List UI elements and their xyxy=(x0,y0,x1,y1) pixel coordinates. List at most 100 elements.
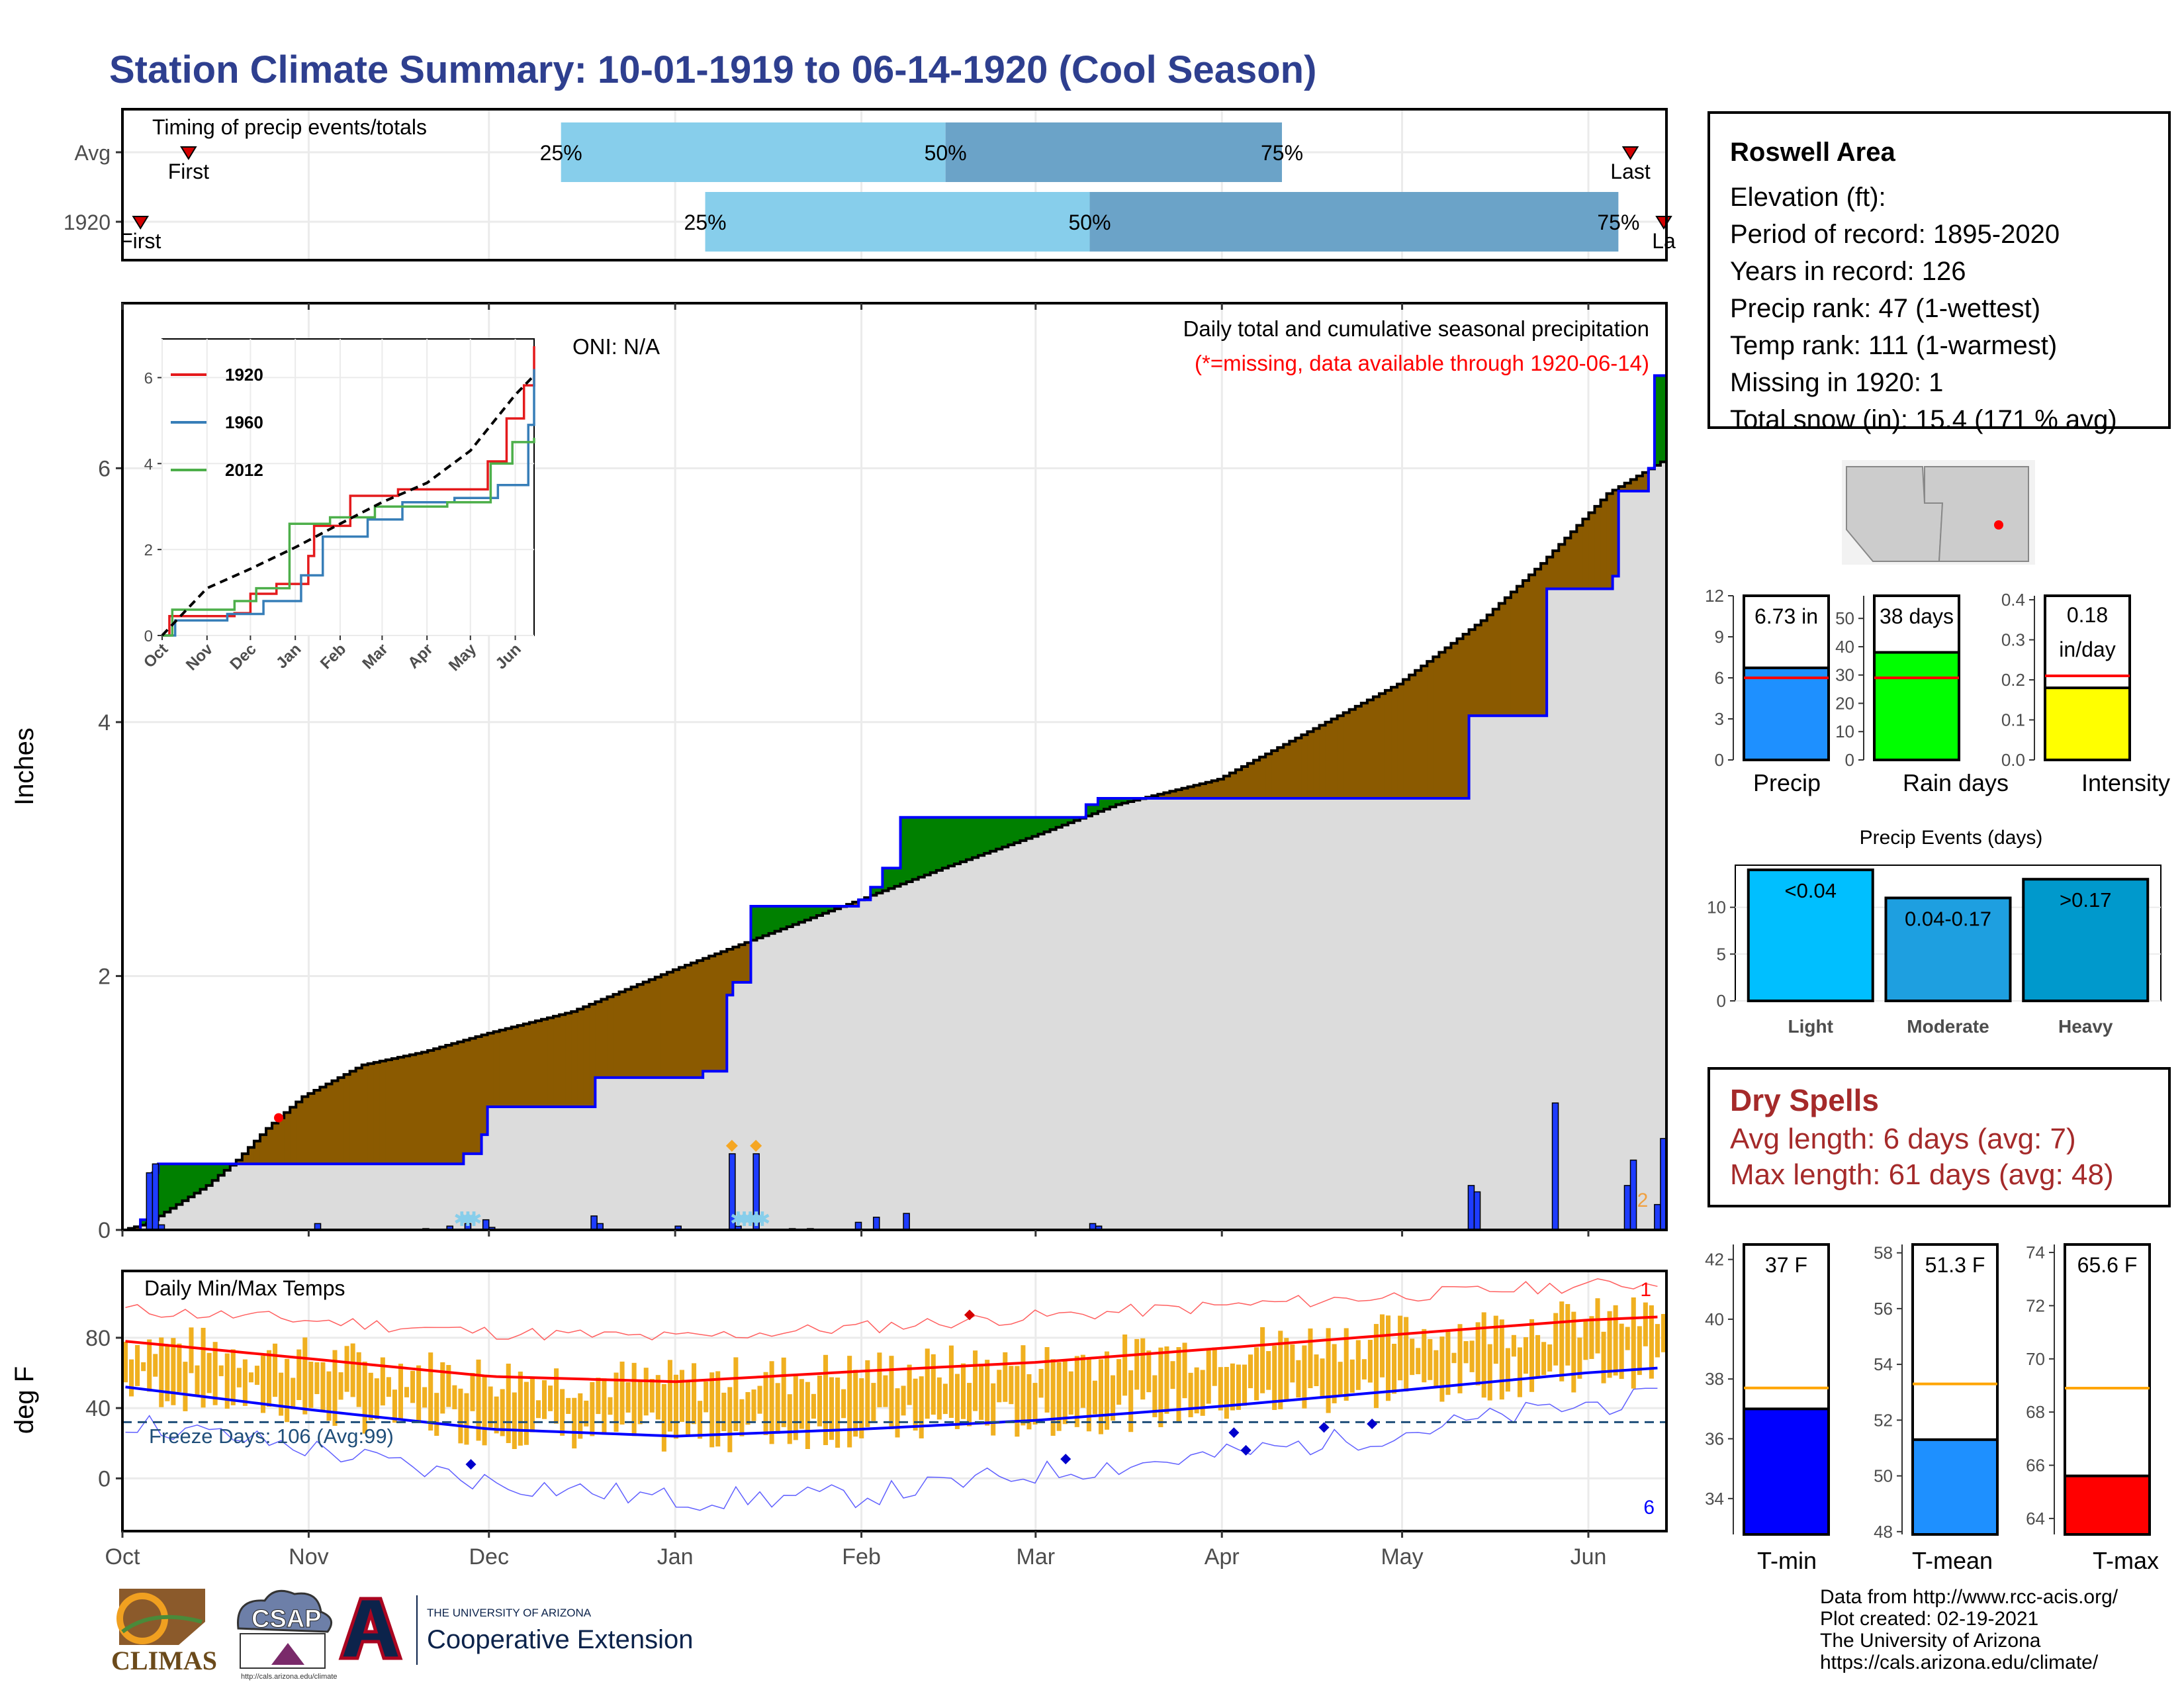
cumulative-base-fill xyxy=(230,1165,237,1230)
precip-deficit-fill xyxy=(685,965,692,1078)
daily-temp-range-bar xyxy=(344,1346,349,1392)
daily-temp-range-bar xyxy=(326,1371,332,1421)
daily-temp-range-bar xyxy=(410,1370,416,1403)
daily-temp-range-bar xyxy=(1481,1312,1486,1398)
precip-deficit-fill xyxy=(565,1013,572,1107)
cumulative-base-fill xyxy=(416,1164,422,1230)
daily-temp-range-bar xyxy=(1517,1347,1522,1397)
precip-surplus-fill xyxy=(954,817,961,865)
dry-spells-box: Dry Spells Avg length: 6 days (avg: 7) M… xyxy=(1707,1067,2171,1207)
summary-bar-tick-label: 38 xyxy=(1705,1369,1724,1389)
cumulative-base-fill xyxy=(242,1164,249,1230)
daily-temp-range-bar xyxy=(260,1355,266,1413)
cumulative-base-fill xyxy=(894,886,901,1230)
precip-deficit-fill xyxy=(595,1002,602,1078)
precip-deficit-fill xyxy=(373,1062,381,1164)
precip-deficit-fill xyxy=(1612,490,1619,577)
daily-temp-range-bar xyxy=(356,1352,361,1407)
cumulative-base-fill xyxy=(678,1077,686,1230)
precip-surplus-fill xyxy=(798,906,805,923)
precip-deficit-fill xyxy=(619,992,626,1078)
daily-temp-range-bar xyxy=(1571,1311,1576,1393)
cumulative-base-fill xyxy=(1097,811,1105,1230)
precip-deficit-fill xyxy=(1516,586,1524,716)
precip-event-bar-label: <0.04 xyxy=(1785,879,1837,902)
cumulative-base-fill xyxy=(445,1164,452,1230)
precip-deficit-fill xyxy=(523,1023,530,1107)
cumulative-base-fill xyxy=(1044,831,1051,1230)
cumulative-base-fill xyxy=(487,1106,494,1230)
cumulative-base-fill xyxy=(1289,798,1296,1230)
temp-y-tick-label: 0 xyxy=(98,1466,111,1491)
cumulative-base-fill xyxy=(1337,798,1344,1230)
precip-surplus-fill xyxy=(1091,804,1099,814)
daily-temp-range-bar xyxy=(643,1368,649,1416)
precip-deficit-fill xyxy=(361,1064,369,1164)
daily-temp-range-bar xyxy=(1104,1351,1110,1430)
cumulative-base-fill xyxy=(1008,845,1015,1230)
precip-deficit-fill xyxy=(385,1060,392,1164)
cumulative-base-fill xyxy=(1181,798,1189,1230)
precip-deficit-fill xyxy=(445,1045,452,1164)
cumulative-base-fill xyxy=(1301,798,1308,1230)
cumulative-base-fill xyxy=(822,913,829,1230)
precip-deficit-fill xyxy=(1253,760,1260,798)
info-precip-rank: Precip rank: 47 (1-wettest) xyxy=(1730,294,2041,323)
cumulative-base-fill xyxy=(1068,822,1075,1230)
cumulative-base-fill xyxy=(302,1164,308,1230)
precip-deficit-fill xyxy=(320,1087,327,1164)
daily-temp-range-bar xyxy=(518,1372,523,1446)
precip-deficit-fill xyxy=(1439,652,1446,798)
climas-logo-text: CLIMAS xyxy=(111,1646,217,1675)
month-axis-label: May xyxy=(1381,1544,1423,1570)
daily-temp-range-bar xyxy=(948,1345,954,1418)
daily-temp-range-bar xyxy=(1260,1327,1265,1393)
precip-deficit-fill xyxy=(547,1017,554,1107)
daily-temp-range-bar xyxy=(380,1357,385,1406)
daily-temp-range-bar xyxy=(1379,1314,1385,1378)
precip-deficit-fill xyxy=(1259,757,1266,798)
cumulative-base-fill xyxy=(541,1106,548,1230)
daily-temp-range-bar xyxy=(338,1372,343,1400)
precip-deficit-fill xyxy=(1271,751,1278,798)
daily-temp-range-bar xyxy=(655,1375,660,1420)
summary-bar-tick-label: 70 xyxy=(2026,1349,2045,1369)
cumulative-base-fill xyxy=(373,1164,381,1230)
precip-surplus-fill xyxy=(912,817,919,880)
precip-surplus-fill xyxy=(882,868,889,891)
cumulative-base-fill xyxy=(948,866,955,1230)
info-period: Period of record: 1895-2020 xyxy=(1730,220,2060,249)
cumulative-base-fill xyxy=(1630,491,1637,1230)
precip-deficit-fill xyxy=(481,1035,488,1135)
precip-surplus-fill xyxy=(1014,817,1021,843)
cumulative-base-fill xyxy=(852,906,859,1230)
daily-temp-range-bar xyxy=(1152,1375,1158,1417)
summary-bar-tick-label: 0.0 xyxy=(2001,750,2025,770)
daily-temp-range-bar xyxy=(458,1388,463,1444)
last-event-marker-icon xyxy=(1621,146,1639,160)
cumulative-base-fill xyxy=(320,1164,327,1230)
cumulative-base-fill xyxy=(601,1077,608,1230)
precip-deficit-fill xyxy=(457,1041,465,1164)
daily-temp-range-bar xyxy=(679,1370,685,1423)
precip-deficit-fill xyxy=(236,1160,243,1164)
precip-deficit-fill xyxy=(589,1004,596,1107)
daily-temp-range-bar xyxy=(1416,1348,1421,1374)
daily-temp-range-bar xyxy=(141,1362,146,1372)
daily-temp-range-bar xyxy=(1074,1356,1079,1427)
daily-temp-range-bar xyxy=(1649,1305,1654,1379)
inset-legend-label: 1960 xyxy=(225,412,263,432)
precip-surplus-fill xyxy=(1128,798,1134,802)
cumulative-base-fill xyxy=(1038,834,1045,1230)
cumulative-base-fill xyxy=(751,940,758,1230)
cumulative-base-fill xyxy=(930,872,937,1230)
daily-temp-range-bar xyxy=(1122,1334,1128,1396)
precip-deficit-fill xyxy=(697,961,704,1078)
cumulative-base-fill xyxy=(1624,491,1631,1230)
precip-deficit-fill xyxy=(1349,709,1356,798)
daily-temp-range-bar xyxy=(129,1359,134,1397)
daily-temp-range-bar xyxy=(1050,1359,1056,1436)
cumulative-base-fill xyxy=(367,1164,375,1230)
summary-bar-tick-label: 48 xyxy=(1874,1522,1893,1542)
